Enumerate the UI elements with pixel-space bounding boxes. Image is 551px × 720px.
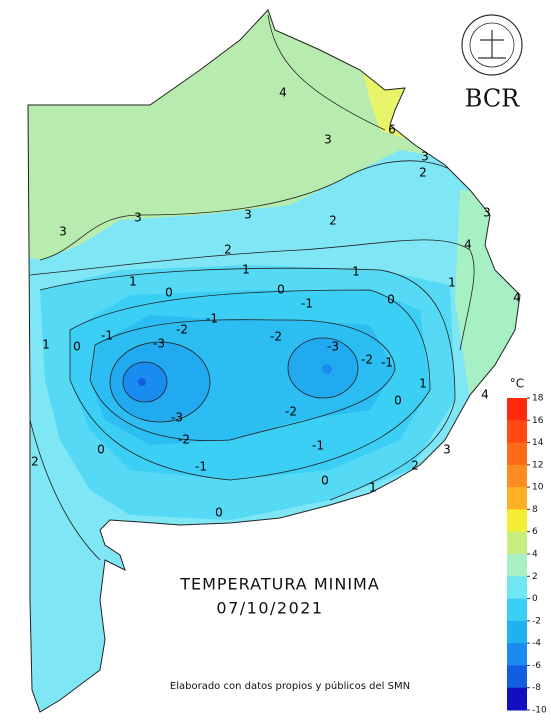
- contour-label: -2: [178, 433, 190, 447]
- contour-label: 1: [242, 263, 250, 277]
- colorbar-swatch: [507, 576, 527, 600]
- contour-label: 3: [483, 206, 491, 220]
- contour-label: -3: [327, 340, 339, 354]
- contour-label: 2: [224, 243, 232, 257]
- contour-label: -1: [195, 460, 207, 474]
- contour-label: 2: [31, 455, 39, 469]
- contour-label: -2: [361, 353, 373, 367]
- contour-label: 3: [59, 225, 67, 239]
- colorbar-swatch: [507, 398, 527, 421]
- contour-label: 3: [421, 150, 429, 164]
- colorbar-swatch: [507, 620, 527, 644]
- contour-label: -1: [312, 439, 324, 453]
- colorbar-swatch: [507, 643, 527, 666]
- contour-label: 1: [448, 276, 456, 290]
- contour-label: 0: [97, 443, 105, 457]
- contour-label: 0: [387, 293, 395, 307]
- contour-label: 2: [411, 459, 419, 473]
- contour-label: -3: [153, 337, 165, 351]
- contour-label: 3: [443, 443, 451, 457]
- map-title: TEMPERATURA MINIMA: [179, 575, 380, 594]
- colorbar-tick-label: 8: [532, 505, 538, 515]
- contour-label: 2: [329, 214, 337, 228]
- contour-label: 3: [324, 133, 332, 147]
- contour-label: 0: [215, 506, 223, 520]
- contour-label: -1: [381, 356, 393, 370]
- contour-label: -3: [171, 411, 183, 425]
- colorbar-swatch: [507, 598, 527, 622]
- contour-label: 1: [419, 377, 427, 391]
- colorbar-tick-label: -6: [532, 661, 541, 671]
- colorbar-tick-label: -4: [532, 639, 541, 649]
- map-date: 07/10/2021: [216, 599, 323, 618]
- contour-label: 1: [129, 275, 137, 289]
- colorbar-tick-label: 14: [532, 438, 544, 448]
- contour-label: 3: [244, 208, 252, 222]
- contour-label: -2: [270, 330, 282, 344]
- contour-label: 4: [513, 291, 521, 305]
- contour-label: 3: [134, 211, 142, 225]
- colorbar-tick-label: 12: [532, 460, 543, 470]
- colorbar-swatch: [507, 442, 527, 466]
- colorbar-tick-label: -8: [532, 683, 541, 693]
- contour-label: -2: [176, 323, 188, 337]
- colorbar-unit: °C: [510, 377, 524, 391]
- colorbar-tick-label: 2: [532, 572, 538, 582]
- colorbar-tick-label: -2: [532, 616, 541, 626]
- contour-label: 0: [321, 474, 329, 488]
- contour-label: 4: [464, 238, 472, 252]
- logo: BCR: [461, 14, 523, 113]
- contour-label: 4: [481, 388, 489, 402]
- contour-label: 0: [394, 394, 402, 408]
- colorbar-tick-label: 4: [532, 550, 538, 560]
- colorbar-tick-label: 10: [532, 483, 544, 493]
- credit: Elaborado con datos propios y públicos d…: [170, 680, 410, 692]
- contour-label: 4: [279, 86, 287, 100]
- colorbar-swatch: [507, 420, 527, 444]
- contour-label: -1: [101, 329, 113, 343]
- contour-label: -2: [285, 405, 297, 419]
- contour-lines: [29, 14, 475, 561]
- contour-label: 0: [73, 340, 81, 354]
- logo-text: BCR: [465, 85, 520, 113]
- contour-label: -1: [301, 297, 313, 311]
- colorbar-swatch: [507, 509, 527, 533]
- colorbar: 18 16 14 12 10 8 6 4 2 0 -2 -4 -6 -8 -10: [507, 394, 547, 716]
- contour-label: 1: [369, 481, 377, 495]
- colorbar-swatch: [507, 531, 527, 555]
- colorbar-tick-label: 6: [532, 527, 538, 537]
- colorbar-swatch: [507, 487, 527, 510]
- contour-label: -1: [206, 312, 218, 326]
- colorbar-swatch: [507, 554, 527, 577]
- colorbar-tick-label: 0: [532, 594, 538, 604]
- colorbar-swatch: [507, 665, 527, 689]
- contour-label: 2: [419, 166, 427, 180]
- colorbar-swatch: [507, 464, 527, 488]
- contour-label: 0: [165, 286, 173, 300]
- contour-label: 6: [388, 123, 396, 137]
- contour-label: 0: [277, 283, 285, 297]
- contour-label: 1: [42, 338, 50, 352]
- colorbar-tick-label: -10: [532, 706, 547, 716]
- contour-label: 1: [352, 265, 360, 279]
- colorbar-swatch: [507, 687, 527, 711]
- colorbar-tick-label: 18: [532, 394, 544, 404]
- colorbar-tick-label: 16: [532, 416, 544, 426]
